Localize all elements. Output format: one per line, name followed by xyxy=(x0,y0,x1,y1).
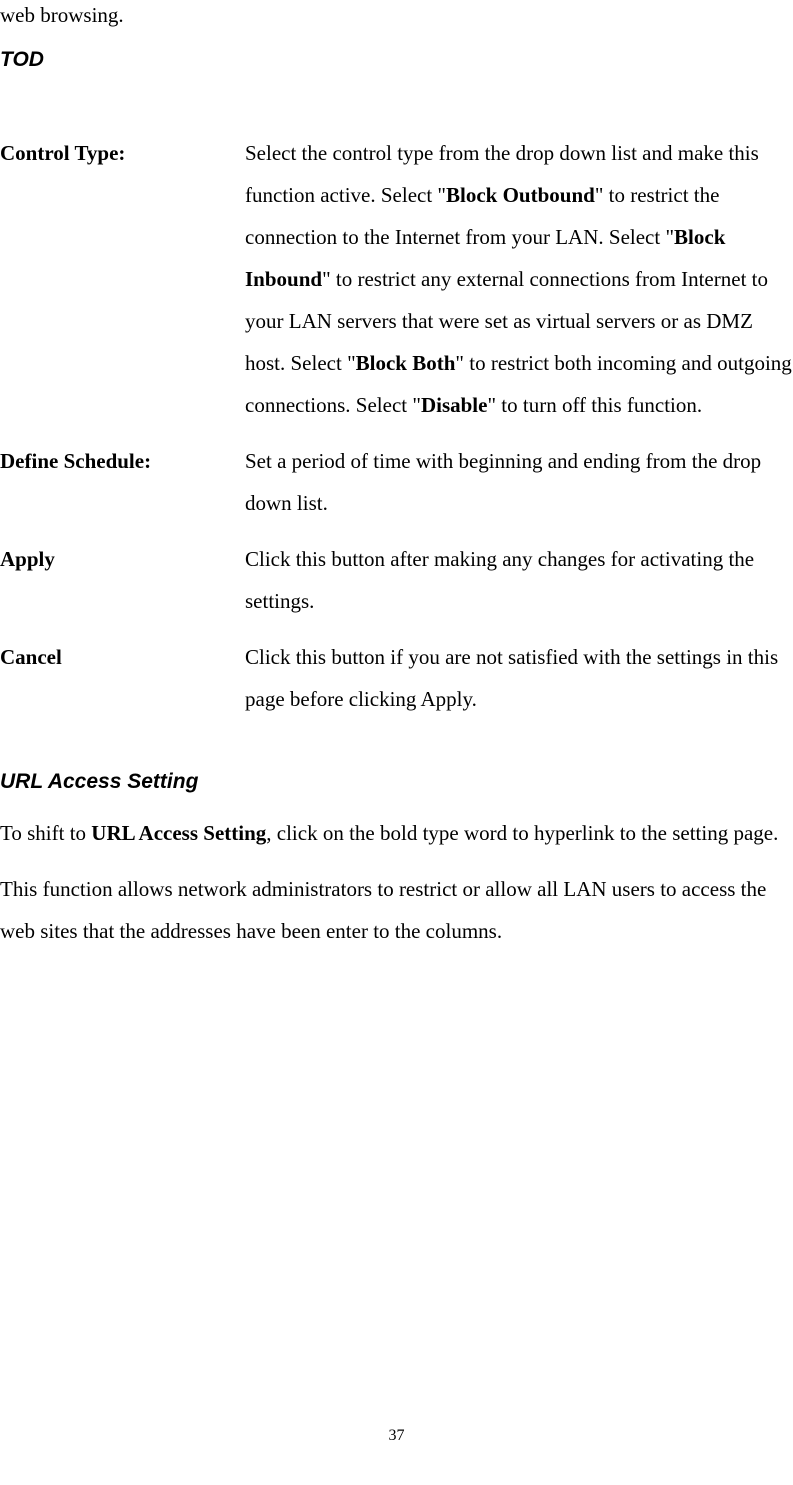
desc-control-type: Select the control type from the drop do… xyxy=(245,132,793,426)
page-number: 37 xyxy=(389,1427,405,1445)
text-segment: To shift to xyxy=(0,821,91,845)
term-define-schedule: Define Schedule: xyxy=(0,440,245,524)
desc-cancel: Click this button if you are not satisfi… xyxy=(245,636,793,720)
desc-apply: Click this button after making any chang… xyxy=(245,538,793,622)
term-control-type: Control Type: xyxy=(0,132,245,426)
term-cancel: Cancel xyxy=(0,636,245,720)
definition-row-apply: Apply Click this button after making any… xyxy=(0,538,793,622)
paragraph-url-intro: To shift to URL Access Setting, click on… xyxy=(0,812,793,854)
text-segment: " to turn off this function. xyxy=(487,393,702,417)
fragment-text: web browsing. xyxy=(0,0,793,32)
tod-heading: TOD xyxy=(0,48,793,72)
term-apply: Apply xyxy=(0,538,245,622)
desc-define-schedule: Set a period of time with beginning and … xyxy=(245,440,793,524)
bold-block-both: Block Both xyxy=(356,351,456,375)
definition-row-cancel: Cancel Click this button if you are not … xyxy=(0,636,793,720)
text-segment: , click on the bold type word to hyperli… xyxy=(266,821,778,845)
definition-row-define-schedule: Define Schedule: Set a period of time wi… xyxy=(0,440,793,524)
url-access-heading: URL Access Setting xyxy=(0,770,793,794)
definition-table: Control Type: Select the control type fr… xyxy=(0,132,793,720)
bold-block-outbound: Block Outbound xyxy=(446,183,595,207)
paragraph-url-desc: This function allows network administrat… xyxy=(0,868,793,952)
definition-row-control-type: Control Type: Select the control type fr… xyxy=(0,132,793,426)
bold-disable: Disable xyxy=(421,393,488,417)
bold-url-access: URL Access Setting xyxy=(91,821,266,845)
